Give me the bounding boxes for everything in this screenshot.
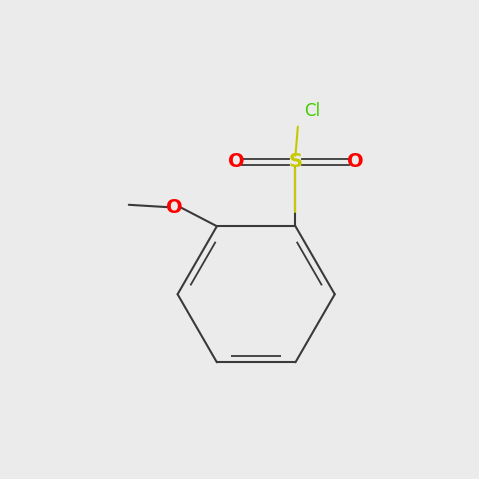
- Text: O: O: [347, 152, 363, 171]
- Text: S: S: [288, 152, 302, 171]
- Text: Cl: Cl: [304, 103, 320, 121]
- Text: O: O: [228, 152, 244, 171]
- Text: O: O: [166, 198, 182, 217]
